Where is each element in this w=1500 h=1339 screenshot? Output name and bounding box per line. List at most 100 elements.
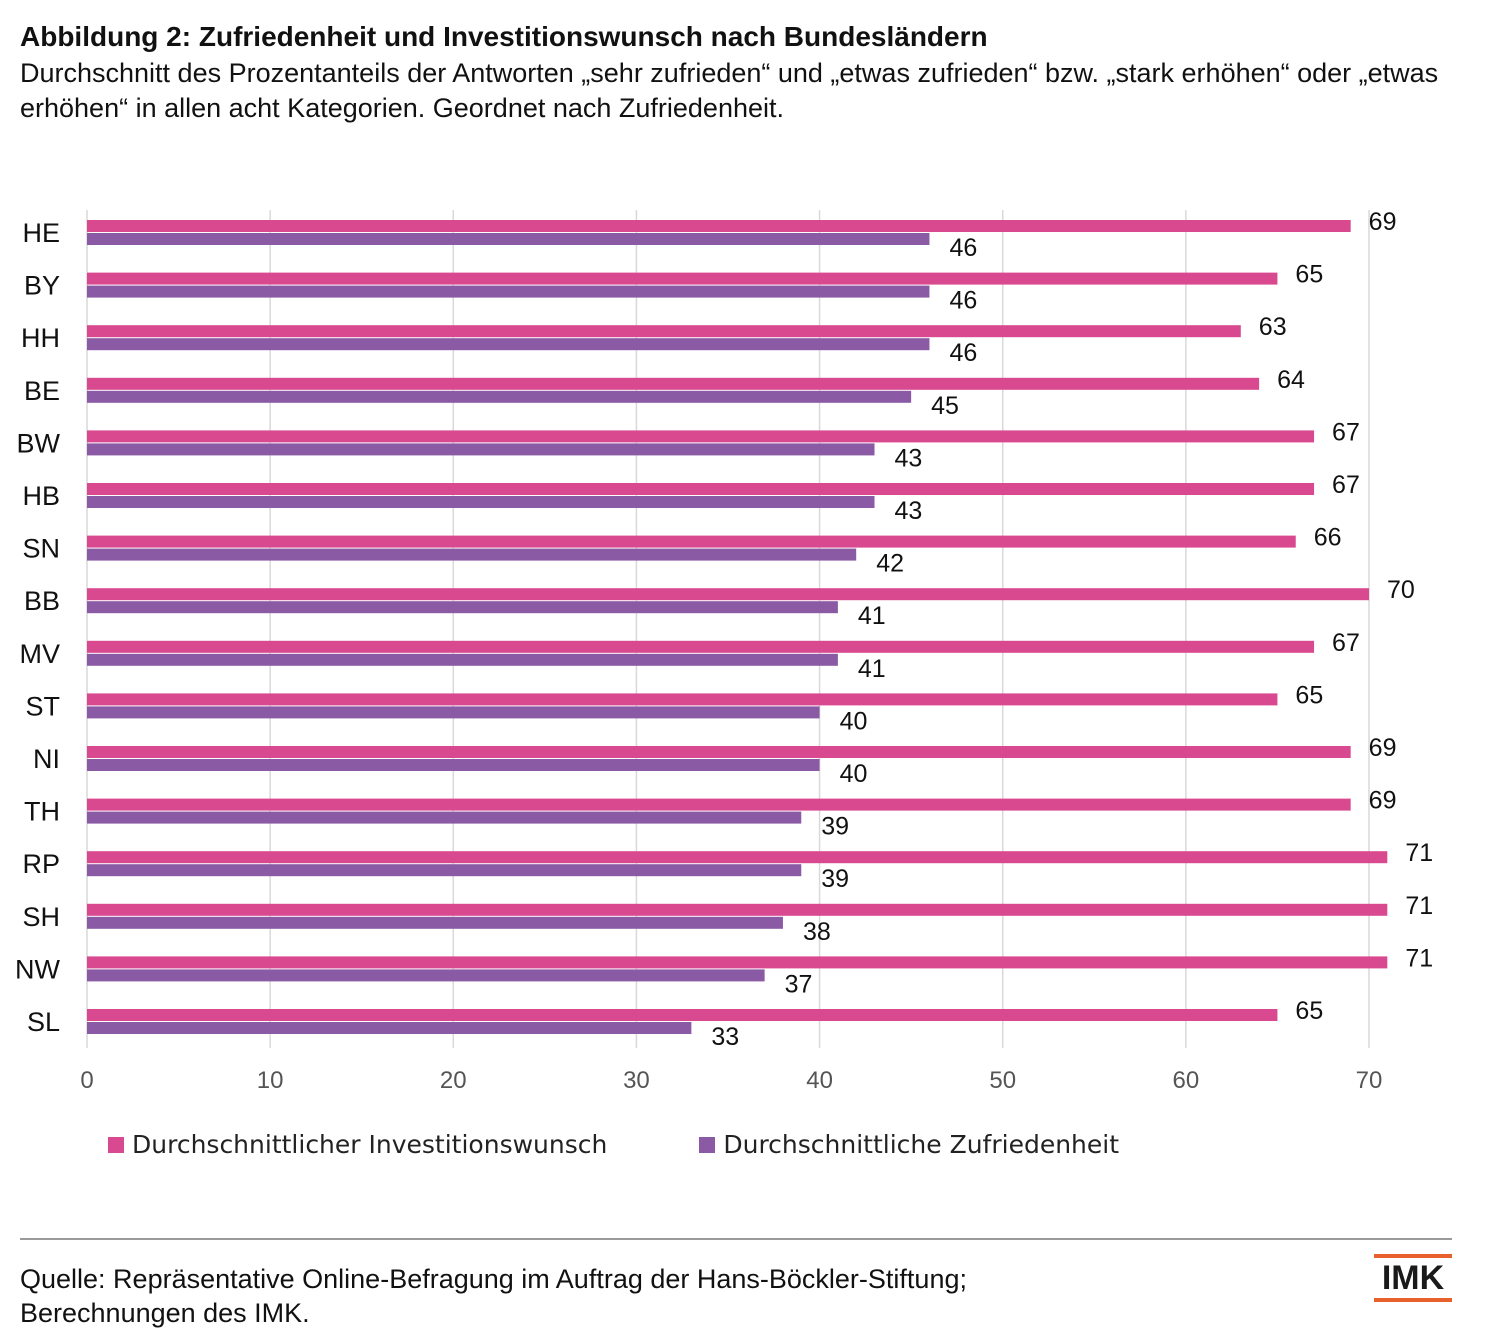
x-tick-label-60: 60 xyxy=(1173,1067,1200,1094)
bar-zufriedenheit-hh xyxy=(87,338,930,351)
legend-label-zufriedenheit: Durchschnittliche Zufriedenheit xyxy=(723,1130,1120,1159)
category-label-mv: MV xyxy=(20,639,61,669)
value-label-investitionswunsch-ni: 69 xyxy=(1369,734,1397,762)
category-label-bw: BW xyxy=(17,428,61,458)
bar-zufriedenheit-mv xyxy=(87,653,838,666)
category-label-ni: NI xyxy=(33,744,60,774)
bar-zufriedenheit-st xyxy=(87,706,820,719)
value-label-zufriedenheit-st: 40 xyxy=(840,707,868,735)
value-label-investitionswunsch-sl: 65 xyxy=(1295,997,1323,1025)
category-label-hh: HH xyxy=(21,323,60,353)
bar-investitionswunsch-bw xyxy=(87,430,1315,443)
value-label-investitionswunsch-bb: 70 xyxy=(1387,576,1415,604)
source-line-2: Berechnungen des IMK. xyxy=(20,1298,310,1328)
bar-zufriedenheit-sh xyxy=(87,916,783,929)
bar-investitionswunsch-mv xyxy=(87,640,1315,653)
value-label-zufriedenheit-rp: 39 xyxy=(821,865,849,893)
bar-investitionswunsch-hb xyxy=(87,483,1315,495)
x-tick-label-70: 70 xyxy=(1356,1067,1383,1094)
category-label-sh: SH xyxy=(22,902,60,932)
value-label-zufriedenheit-hh: 46 xyxy=(949,339,977,367)
category-label-th: TH xyxy=(24,797,60,827)
value-label-zufriedenheit-by: 46 xyxy=(949,287,977,315)
value-label-zufriedenheit-nw: 37 xyxy=(785,970,813,998)
bar-zufriedenheit-ni xyxy=(87,759,820,771)
value-label-investitionswunsch-bw: 67 xyxy=(1332,418,1360,446)
value-label-investitionswunsch-sh: 71 xyxy=(1405,892,1433,920)
chart-subtitle: Durchschnitt des Prozentanteils der Antw… xyxy=(20,58,1439,123)
bar-zufriedenheit-th xyxy=(87,811,802,824)
legend: Durchschnittlicher Investitionswunsch Du… xyxy=(108,1130,1119,1159)
imk-logo: IMK xyxy=(1374,1254,1452,1306)
bar-investitionswunsch-sh xyxy=(87,903,1388,916)
source-line-1: Quelle: Repräsentative Online-Befragung … xyxy=(20,1264,967,1294)
value-label-zufriedenheit-bw: 43 xyxy=(895,444,923,472)
bar-investitionswunsch-be xyxy=(87,377,1260,390)
logo-bar-bottom xyxy=(1374,1298,1452,1302)
category-label-nw: NW xyxy=(15,954,60,984)
value-label-investitionswunsch-sn: 66 xyxy=(1314,524,1342,552)
bar-zufriedenheit-nw xyxy=(87,969,765,982)
bar-zufriedenheit-he xyxy=(87,233,930,245)
bar-investitionswunsch-nw xyxy=(87,956,1388,969)
chart-title: Abbildung 2: Zufriedenheit und Investiti… xyxy=(20,21,988,52)
bars xyxy=(87,220,1388,1034)
value-label-investitionswunsch-be: 64 xyxy=(1277,366,1305,394)
bar-investitionswunsch-sn xyxy=(87,535,1296,548)
bar-zufriedenheit-bb xyxy=(87,601,838,614)
logo-text: IMK xyxy=(1381,1259,1445,1297)
bar-zufriedenheit-hb xyxy=(87,496,875,508)
x-tick-label-20: 20 xyxy=(440,1067,467,1094)
category-label-bb: BB xyxy=(24,586,60,616)
bar-investitionswunsch-ni xyxy=(87,746,1351,758)
value-label-zufriedenheit-th: 39 xyxy=(821,813,849,841)
bar-investitionswunsch-he xyxy=(87,220,1351,232)
bar-zufriedenheit-bw xyxy=(87,443,875,456)
x-tick-label-10: 10 xyxy=(257,1067,284,1094)
value-label-investitionswunsch-st: 65 xyxy=(1295,681,1323,709)
category-label-st: ST xyxy=(25,691,60,721)
bar-investitionswunsch-sl xyxy=(87,1009,1278,1021)
value-label-zufriedenheit-he: 46 xyxy=(949,234,977,262)
value-label-investitionswunsch-hh: 63 xyxy=(1259,313,1287,341)
category-label-sl: SL xyxy=(27,1007,60,1037)
source-note: Quelle: Repräsentative Online-Befragung … xyxy=(20,1262,1220,1330)
x-tick-label-0: 0 xyxy=(80,1067,93,1094)
bar-zufriedenheit-rp xyxy=(87,864,802,877)
value-label-investitionswunsch-he: 69 xyxy=(1369,208,1397,236)
bar-zufriedenheit-be xyxy=(87,390,912,403)
legend-label-investitionswunsch: Durchschnittlicher Investitionswunsch xyxy=(132,1130,608,1159)
category-label-he: HE xyxy=(22,218,60,248)
value-label-zufriedenheit-ni: 40 xyxy=(840,760,868,788)
category-label-sn: SN xyxy=(22,534,60,564)
value-label-zufriedenheit-bb: 41 xyxy=(858,602,886,630)
value-label-investitionswunsch-th: 69 xyxy=(1369,787,1397,815)
value-label-investitionswunsch-nw: 71 xyxy=(1405,944,1433,972)
value-label-zufriedenheit-sn: 42 xyxy=(876,550,904,578)
x-tick-label-30: 30 xyxy=(623,1067,650,1094)
category-label-hb: HB xyxy=(22,481,60,511)
category-label-be: BE xyxy=(24,376,60,406)
legend-item-zufriedenheit: Durchschnittliche Zufriedenheit xyxy=(699,1130,1119,1159)
bar-zufriedenheit-sl xyxy=(87,1022,692,1034)
value-label-investitionswunsch-mv: 67 xyxy=(1332,629,1360,657)
bar-investitionswunsch-hh xyxy=(87,325,1241,338)
bar-investitionswunsch-st xyxy=(87,693,1278,706)
x-tick-label-50: 50 xyxy=(989,1067,1016,1094)
value-label-zufriedenheit-sh: 38 xyxy=(803,918,831,946)
category-label-rp: RP xyxy=(22,849,60,879)
value-label-investitionswunsch-by: 65 xyxy=(1295,261,1323,289)
legend-item-investitionswunsch: Durchschnittlicher Investitionswunsch xyxy=(108,1130,607,1159)
labels: 0 10 20 30 40 50 60 70 HE 69 46 BY 65 46 HH 63 46 BE 64 45 B… xyxy=(15,208,1433,1094)
bar-zufriedenheit-sn xyxy=(87,548,857,561)
value-label-investitionswunsch-rp: 71 xyxy=(1405,839,1433,867)
value-label-zufriedenheit-hb: 43 xyxy=(895,497,923,525)
bar-zufriedenheit-by xyxy=(87,285,930,298)
category-label-by: BY xyxy=(24,271,60,301)
value-label-investitionswunsch-hb: 67 xyxy=(1332,471,1360,499)
logo-bar-top xyxy=(1374,1254,1452,1258)
bar-investitionswunsch-bb xyxy=(87,588,1369,601)
value-label-zufriedenheit-mv: 41 xyxy=(858,655,886,683)
x-tick-label-40: 40 xyxy=(806,1067,833,1094)
